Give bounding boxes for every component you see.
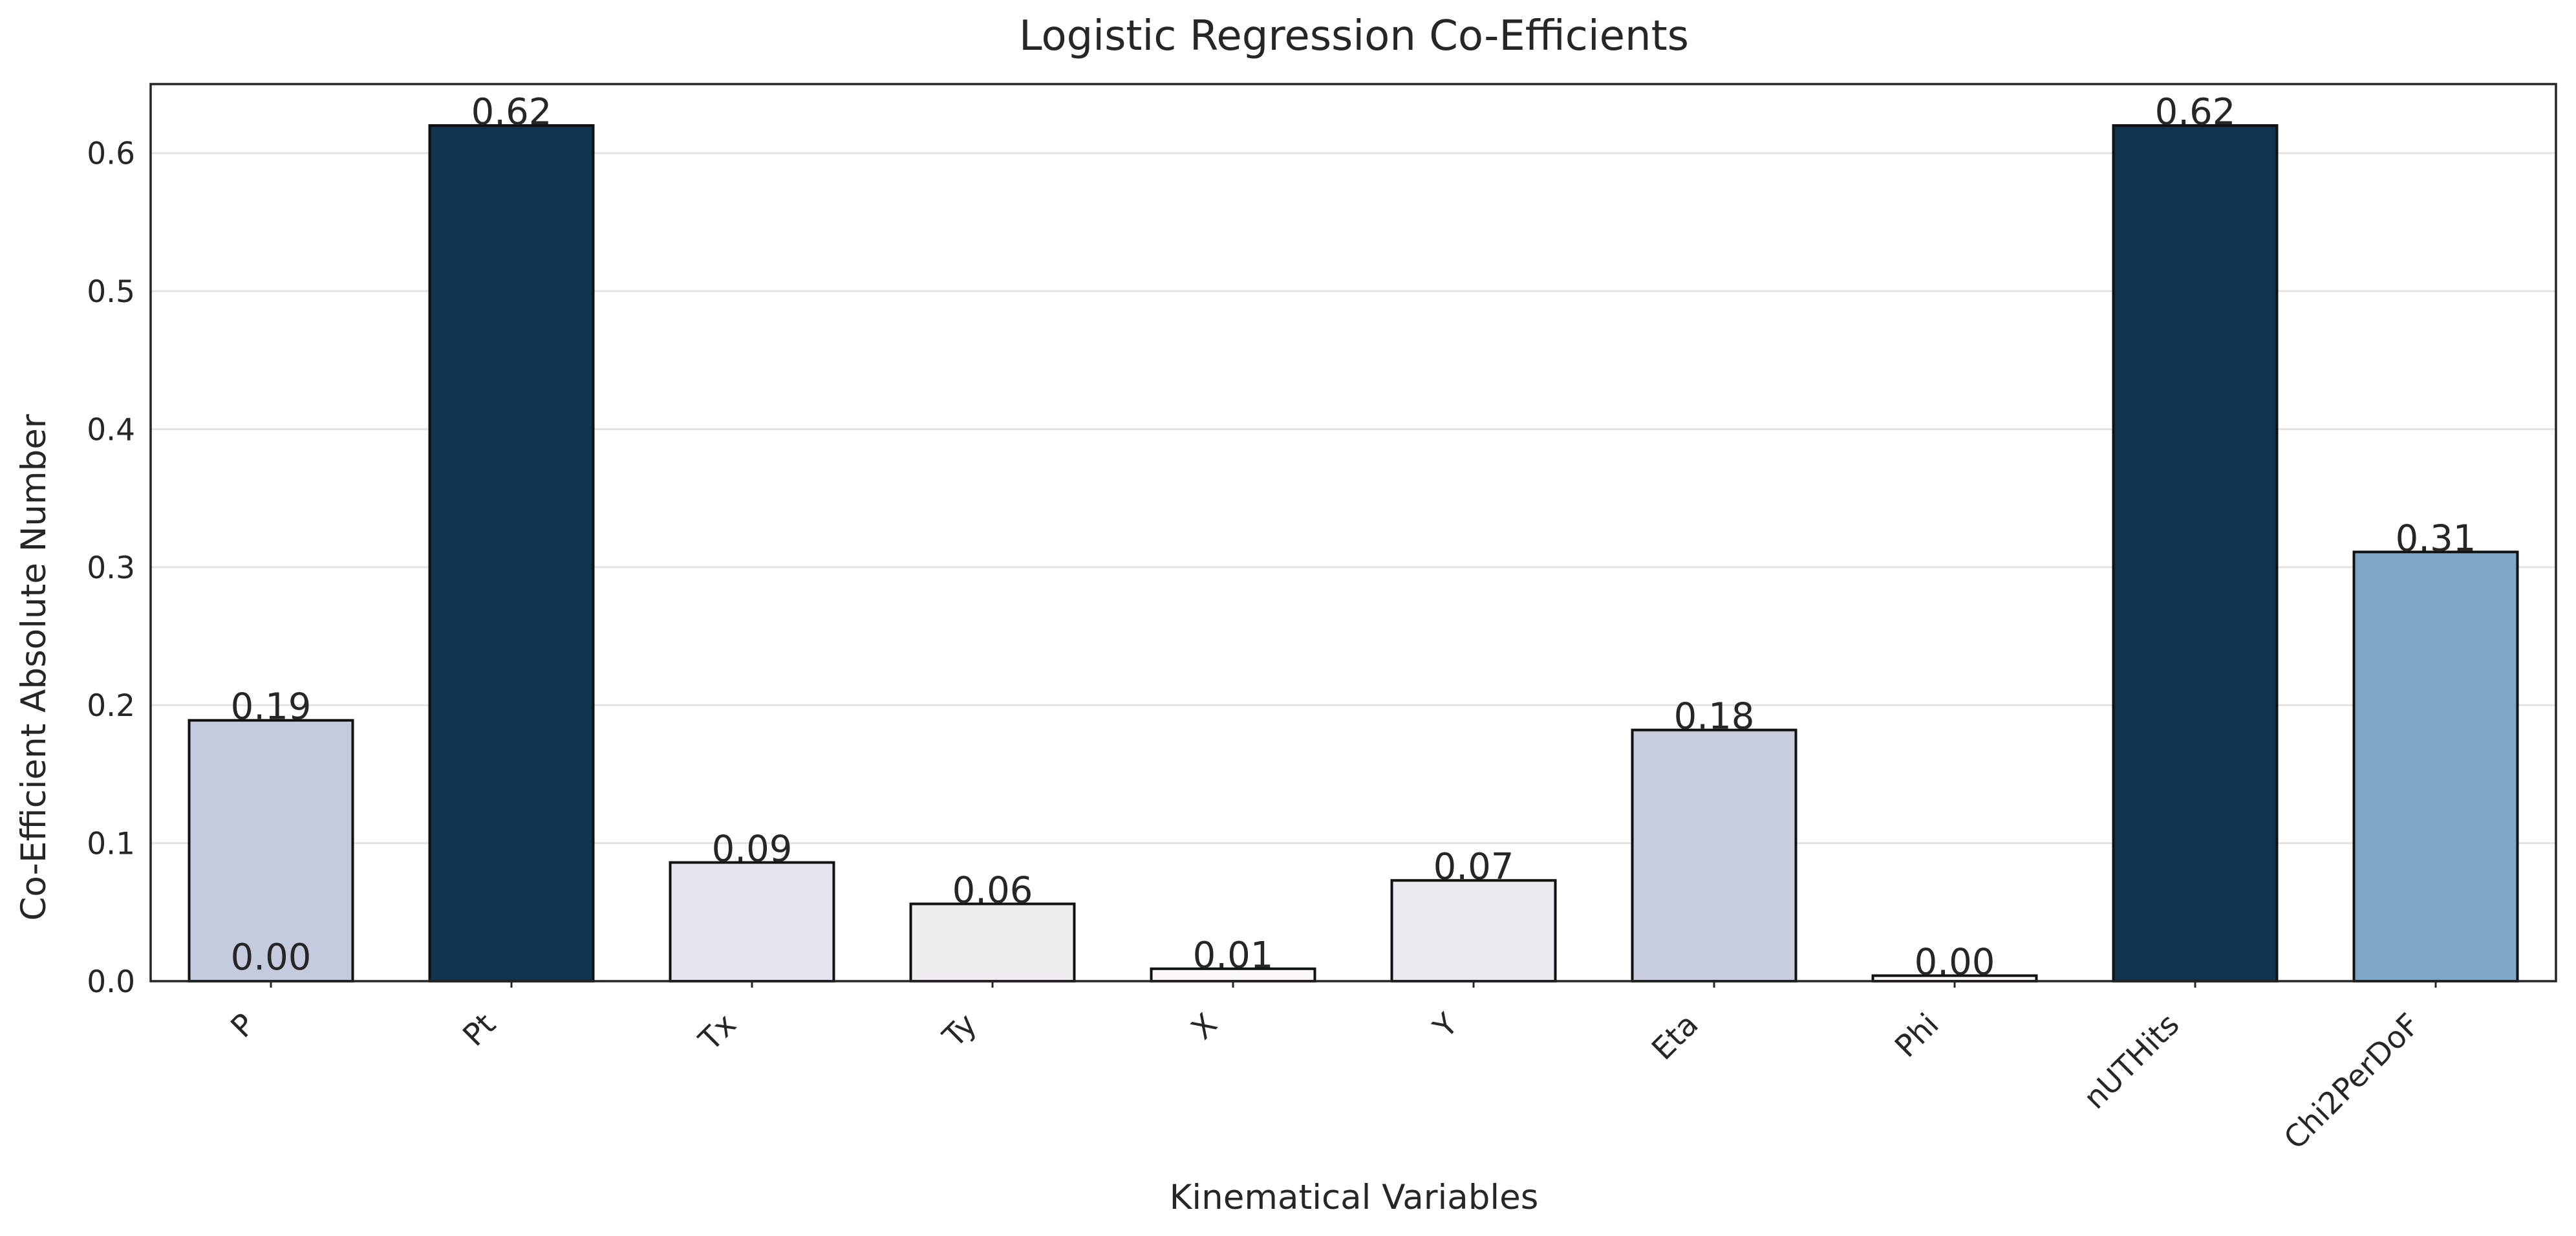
data-label-eta: 0.18: [1674, 696, 1755, 738]
y-tick-label: 0.0: [87, 964, 135, 1000]
chart-title: Logistic Regression Co-Efficients: [1019, 12, 1689, 60]
bar-p: [188, 719, 354, 983]
data-labels: 0.19 0.62 0.09 0.06 0.01 0.07 0.18 0.00 0.62 0.31…: [231, 91, 2476, 983]
data-label-nuthits: 0.62: [2155, 91, 2236, 133]
data-label-extra: 0.00: [231, 937, 312, 979]
y-axis-label: Co-Efficient Absolute Number: [14, 414, 54, 921]
y-tick-label: 0.3: [87, 550, 135, 586]
bar-ty: [909, 902, 1076, 983]
data-label-chi2perdof: 0.31: [2396, 517, 2476, 559]
data-label-tx: 0.09: [712, 828, 793, 870]
bar-pt: [428, 124, 595, 982]
data-label-y: 0.07: [1433, 846, 1514, 888]
data-label-p: 0.19: [231, 686, 312, 728]
y-tick-label: 0.1: [87, 827, 135, 862]
y-tick-label: 0.5: [87, 274, 135, 310]
data-label-pt: 0.62: [471, 91, 552, 133]
data-label-ty: 0.06: [952, 870, 1033, 912]
x-axis-label: Kinematical Variables: [1170, 1178, 1539, 1217]
bar-chi2perdof: [2352, 550, 2519, 982]
bar-tx: [669, 861, 835, 983]
bar-y: [1390, 879, 1557, 983]
bar-nuthits: [2112, 124, 2279, 982]
data-label-x: 0.01: [1193, 935, 1274, 977]
y-ticks: 0.0 0.1 0.2 0.3 0.4 0.5 0.6: [87, 136, 135, 1000]
data-label-phi: 0.00: [1915, 941, 1995, 983]
y-tick-label: 0.2: [87, 688, 135, 724]
y-tick-label: 0.6: [87, 136, 135, 172]
bar-eta: [1631, 728, 1798, 982]
y-tick-label: 0.4: [87, 412, 135, 448]
plot-frame: [149, 83, 2557, 982]
